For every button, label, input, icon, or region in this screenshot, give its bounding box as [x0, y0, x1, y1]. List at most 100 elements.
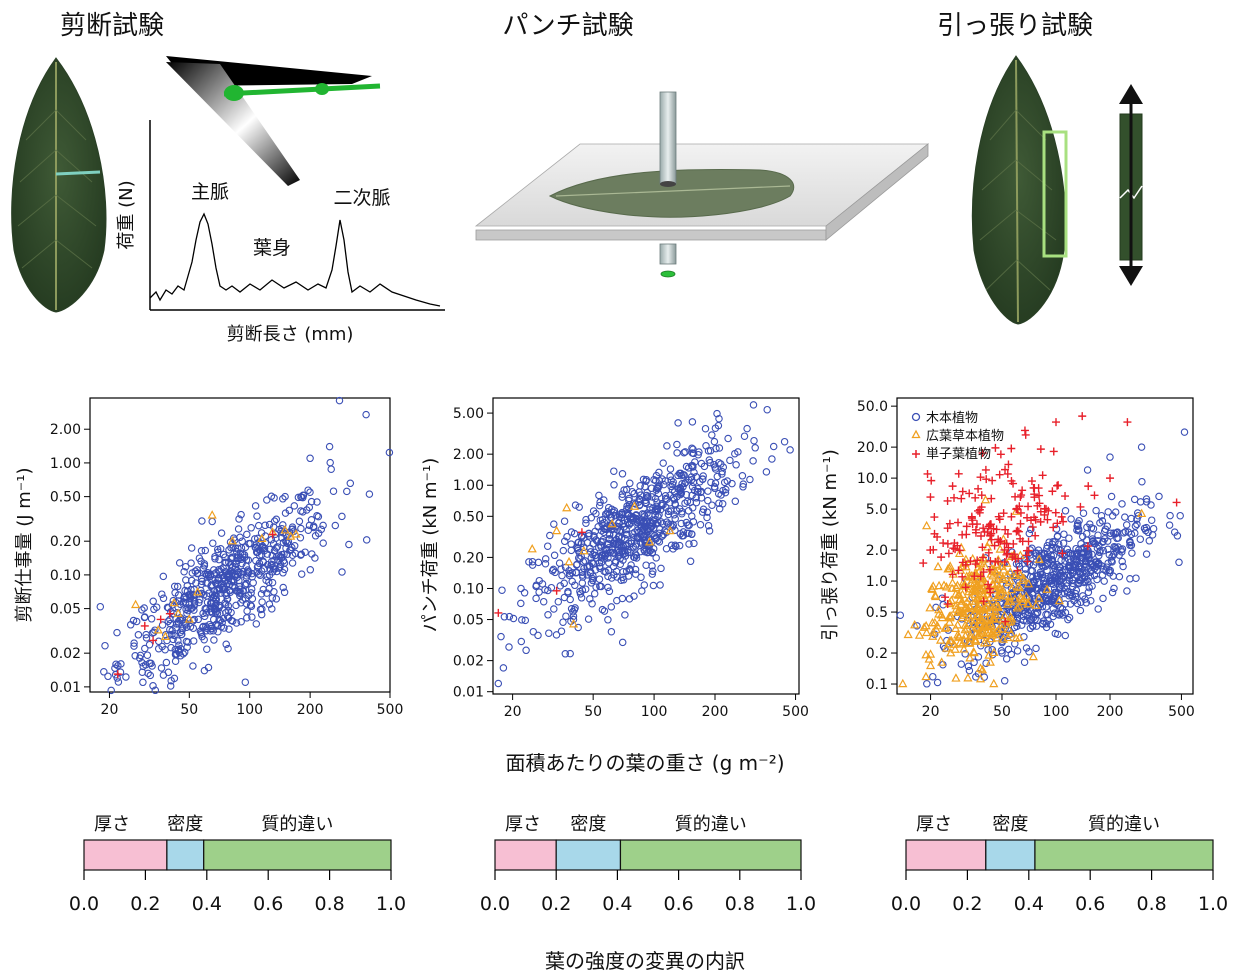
- woody-point: [574, 623, 582, 632]
- herb-point: [193, 586, 203, 596]
- woody-point: [1131, 522, 1140, 530]
- herb-point: [928, 627, 938, 636]
- woody-point: [656, 581, 664, 589]
- woody-point: [957, 660, 966, 668]
- woody-point: [637, 573, 645, 582]
- woody-point: [149, 682, 157, 690]
- woody-point: [592, 536, 600, 544]
- woody-point: [313, 498, 321, 506]
- herb-point: [995, 589, 1005, 598]
- woody-point: [338, 512, 346, 521]
- woody-point: [1083, 536, 1091, 544]
- herb-point: [986, 618, 996, 627]
- woody-point: [743, 424, 751, 433]
- woody-point: [749, 457, 757, 465]
- woody-point: [1145, 537, 1154, 545]
- monocot-point: [968, 520, 977, 529]
- woody-point: [1133, 520, 1141, 529]
- herb-point: [980, 620, 990, 630]
- woody-point: [258, 605, 266, 613]
- herb-point: [921, 620, 931, 630]
- woody-point: [1147, 516, 1156, 524]
- herb-point: [928, 631, 938, 640]
- herb-point: [947, 577, 958, 587]
- woody-point: [170, 674, 179, 683]
- herb-point: [927, 617, 938, 627]
- woody-point: [500, 613, 509, 621]
- herb-point: [1034, 593, 1044, 602]
- woody-point: [517, 637, 526, 646]
- bar-tick-label: 0.0: [891, 893, 921, 915]
- bar-tick-label: 0.6: [1075, 893, 1105, 915]
- woody-point: [297, 570, 306, 578]
- woody-point: [1137, 443, 1146, 451]
- woody-point: [642, 517, 650, 526]
- woody-point: [193, 566, 201, 574]
- woody-point: [203, 645, 211, 653]
- woody-point: [1061, 507, 1070, 515]
- woody-point: [653, 484, 661, 492]
- woody-point: [648, 493, 656, 501]
- bar-tick-label: 0.8: [725, 893, 755, 915]
- woody-point: [703, 513, 711, 522]
- woody-point: [365, 490, 374, 498]
- woody-point: [590, 532, 598, 540]
- herb-point: [997, 619, 1007, 629]
- woody-point: [659, 501, 667, 509]
- monocot-point: [971, 560, 980, 569]
- monocot-point: [954, 469, 963, 478]
- monocot-point: [999, 509, 1008, 518]
- monocot-point: [1001, 617, 1010, 626]
- woody-point: [681, 499, 689, 507]
- woody-point: [640, 581, 649, 589]
- woody-point: [211, 609, 220, 617]
- monocot-point: [943, 496, 952, 505]
- herb-point: [941, 622, 952, 631]
- herb-point: [976, 578, 986, 587]
- woody-point: [134, 631, 143, 639]
- woody-point: [913, 622, 921, 630]
- woody-point: [338, 568, 346, 576]
- woody-point: [255, 570, 263, 578]
- woody-point: [242, 600, 251, 608]
- woody-point: [100, 668, 108, 676]
- woody-point: [237, 588, 245, 597]
- woody-point: [610, 571, 618, 579]
- monocot-point: [1001, 525, 1010, 534]
- woody-point: [1121, 513, 1129, 521]
- woody-point: [187, 585, 195, 594]
- woody-point: [671, 499, 679, 508]
- monocot-point: [1036, 517, 1045, 526]
- woody-point: [313, 511, 321, 520]
- herb-point: [984, 627, 995, 636]
- woody-point: [713, 409, 721, 418]
- woody-point: [1027, 525, 1035, 534]
- herb-point: [986, 633, 996, 643]
- monocot-point: [955, 546, 964, 555]
- woody-point: [1082, 599, 1091, 607]
- woody-point: [1093, 575, 1101, 584]
- woody-point: [498, 586, 506, 594]
- herb-point: [1007, 614, 1017, 623]
- woody-point: [569, 607, 577, 616]
- woody-point: [528, 561, 537, 569]
- woody-point: [187, 559, 195, 567]
- woody-point: [184, 638, 192, 646]
- woody-point: [682, 490, 691, 499]
- bar-tick-label: 0.6: [663, 893, 693, 915]
- x-tick-label: 50: [993, 704, 1011, 720]
- woody-point: [768, 455, 776, 463]
- woody-point: [580, 533, 588, 542]
- woody-point: [598, 605, 607, 614]
- woody-point: [113, 628, 121, 637]
- thickness-segment: [83, 839, 168, 871]
- herb-point: [943, 564, 953, 573]
- monocot-point: [977, 491, 986, 500]
- woody-point: [145, 640, 154, 649]
- woody-point: [621, 611, 629, 619]
- woody-point: [586, 544, 594, 553]
- woody-point: [706, 458, 714, 467]
- woody-point: [700, 462, 709, 471]
- woody-point: [304, 486, 312, 494]
- woody-point: [648, 570, 657, 578]
